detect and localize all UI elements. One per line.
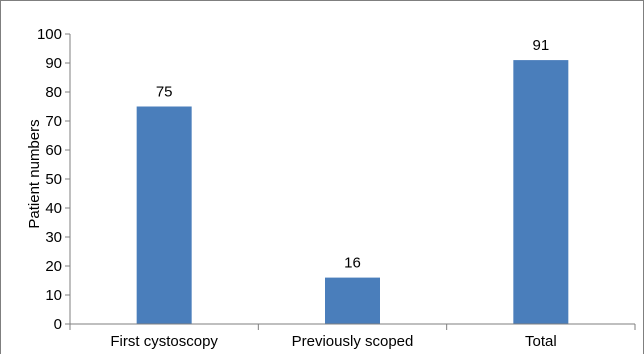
y-tick-label: 60 — [45, 142, 62, 159]
bars — [136, 60, 569, 324]
bar — [136, 106, 192, 324]
data-label: 16 — [344, 255, 361, 272]
bar — [513, 60, 569, 324]
x-category-label: Total — [525, 333, 557, 350]
y-tick-label: 70 — [45, 113, 62, 130]
y-tick-label: 100 — [37, 26, 62, 43]
y-tick-label: 20 — [45, 258, 62, 275]
y-tick-label: 90 — [45, 55, 62, 72]
y-tick-label: 40 — [45, 200, 62, 217]
data-label: 75 — [156, 84, 173, 101]
y-tick-label: 50 — [45, 171, 62, 188]
y-axis: 0 10 20 30 40 50 60 70 80 90 100 — [37, 26, 71, 333]
y-tick-label: 10 — [45, 287, 62, 304]
x-category-label: First cystoscopy — [110, 333, 218, 350]
data-label: 91 — [532, 37, 549, 54]
y-axis-title: Patient numbers — [26, 119, 43, 228]
data-labels: 75 16 91 — [156, 37, 549, 272]
y-tick-label: 80 — [45, 84, 62, 101]
x-axis: First cystoscopy Previously scoped Total — [69, 323, 636, 350]
y-tick-label: 0 — [54, 316, 62, 333]
bar — [325, 277, 380, 324]
x-category-label: Previously scoped — [292, 333, 414, 350]
y-tick-label: 30 — [45, 229, 62, 246]
